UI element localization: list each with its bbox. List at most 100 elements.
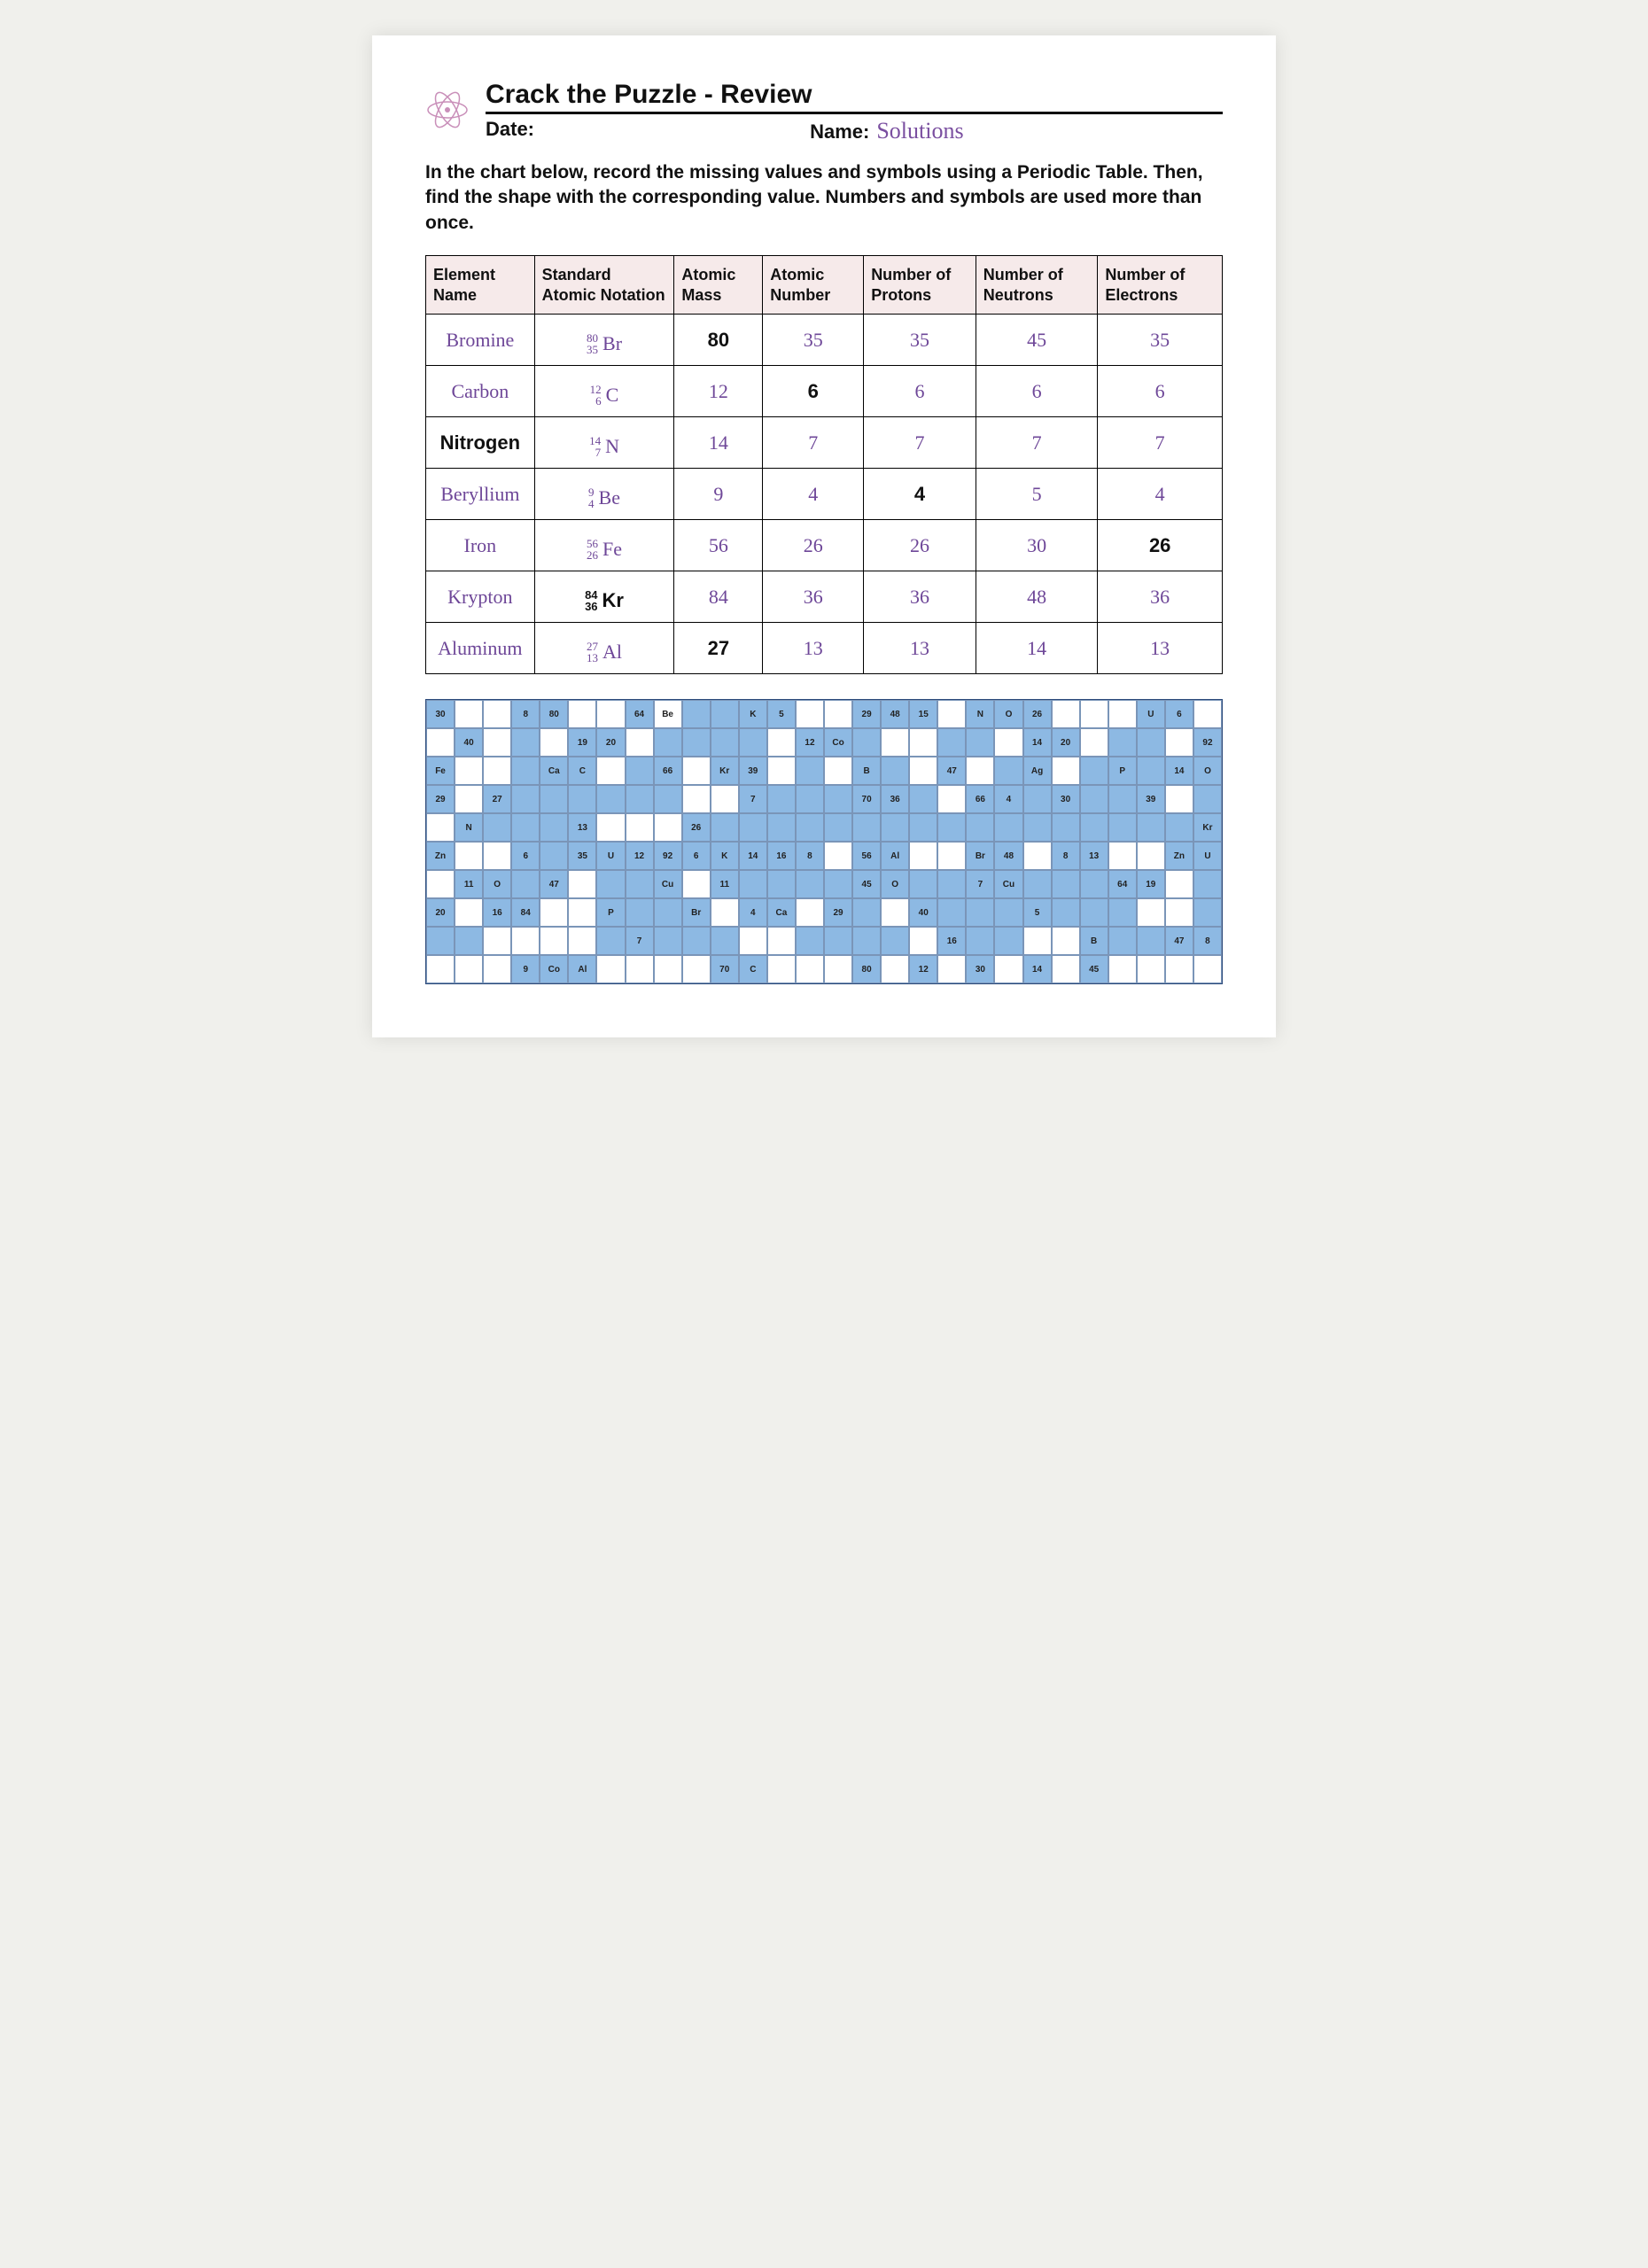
puzzle-cell (796, 757, 824, 785)
puzzle-cell: 20 (1052, 728, 1080, 757)
puzzle-cell (654, 955, 682, 983)
puzzle-cell (796, 955, 824, 983)
puzzle-cell (1165, 728, 1193, 757)
puzzle-cell (483, 757, 511, 785)
puzzle-cell: O (1193, 757, 1222, 785)
puzzle-cell (626, 757, 654, 785)
puzzle-cell: 48 (881, 700, 909, 728)
puzzle-cell (852, 813, 881, 842)
puzzle-cell (1080, 813, 1108, 842)
puzzle-cell (682, 728, 711, 757)
puzzle-cell: 30 (1052, 785, 1080, 813)
puzzle-cell (540, 813, 568, 842)
puzzle-cell: U (1193, 842, 1222, 870)
puzzle-cell (1193, 785, 1222, 813)
puzzle-cell: 92 (1193, 728, 1222, 757)
puzzle-cell: 70 (852, 785, 881, 813)
puzzle-cell (767, 813, 796, 842)
puzzle-cell (1137, 898, 1165, 927)
puzzle-cell (796, 898, 824, 927)
table-cell: 7 (1098, 417, 1223, 469)
puzzle-cell: 29 (426, 785, 455, 813)
puzzle-cell: 11 (455, 870, 483, 898)
table-cell: 48 (976, 571, 1098, 623)
table-cell: Aluminum (426, 623, 535, 674)
puzzle-cell (937, 870, 966, 898)
table-cell: 9 (674, 469, 763, 520)
puzzle-cell: Al (881, 842, 909, 870)
puzzle-cell (824, 813, 852, 842)
puzzle-cell: Fe (426, 757, 455, 785)
puzzle-cell: Cu (994, 870, 1022, 898)
puzzle-cell: 12 (626, 842, 654, 870)
puzzle-cell (1137, 927, 1165, 955)
puzzle-cell: 12 (796, 728, 824, 757)
puzzle-cell (909, 870, 937, 898)
table-cell: 13 (1098, 623, 1223, 674)
puzzle-cell (796, 927, 824, 955)
puzzle-cell (596, 785, 625, 813)
puzzle-cell (1108, 927, 1137, 955)
puzzle-cell: Zn (1165, 842, 1193, 870)
puzzle-cell (626, 870, 654, 898)
table-cell: 2713Al (534, 623, 674, 674)
puzzle-cell (455, 842, 483, 870)
table-row: Iron5626Fe5626263026 (426, 520, 1223, 571)
puzzle-cell: 8 (511, 700, 540, 728)
table-cell: 6 (1098, 366, 1223, 417)
puzzle-cell (881, 898, 909, 927)
puzzle-cell (682, 927, 711, 955)
puzzle-cell: 26 (1023, 700, 1052, 728)
puzzle-cell (1080, 898, 1108, 927)
puzzle-cell (1080, 785, 1108, 813)
puzzle-cell (909, 728, 937, 757)
puzzle-cell (511, 757, 540, 785)
column-header: Number of Protons (864, 256, 976, 315)
puzzle-cell (796, 785, 824, 813)
table-cell: 147N (534, 417, 674, 469)
puzzle-cell (455, 700, 483, 728)
puzzle-cell: 39 (739, 757, 767, 785)
puzzle-cell: 66 (654, 757, 682, 785)
puzzle-cell: 7 (966, 870, 994, 898)
puzzle-grid-container: 3088064BeK5294815NO26U640192012Co142092F… (425, 699, 1223, 984)
puzzle-cell: O (483, 870, 511, 898)
table-cell: 8436Kr (534, 571, 674, 623)
table-cell: 80 (674, 315, 763, 366)
puzzle-cell (596, 700, 625, 728)
puzzle-cell (540, 785, 568, 813)
puzzle-cell (739, 927, 767, 955)
table-cell: 84 (674, 571, 763, 623)
puzzle-cell (881, 728, 909, 757)
puzzle-cell: 20 (426, 898, 455, 927)
table-cell: 126C (534, 366, 674, 417)
puzzle-cell (1137, 813, 1165, 842)
puzzle-cell (824, 842, 852, 870)
puzzle-cell: U (1137, 700, 1165, 728)
puzzle-cell: 16 (483, 898, 511, 927)
puzzle-cell: 20 (596, 728, 625, 757)
puzzle-cell: 15 (909, 700, 937, 728)
table-cell: 5 (976, 469, 1098, 520)
puzzle-cell (937, 728, 966, 757)
worksheet-page: Crack the Puzzle - Review Date: Name: So… (372, 35, 1276, 1037)
puzzle-cell (994, 757, 1022, 785)
table-cell: 26 (864, 520, 976, 571)
puzzle-cell: Cu (654, 870, 682, 898)
puzzle-cell: 56 (852, 842, 881, 870)
puzzle-cell (711, 785, 739, 813)
puzzle-cell (455, 898, 483, 927)
puzzle-cell (540, 842, 568, 870)
table-cell: 7 (976, 417, 1098, 469)
puzzle-cell (711, 813, 739, 842)
page-title: Crack the Puzzle - Review (486, 80, 1223, 114)
puzzle-cell (1080, 870, 1108, 898)
table-cell: 14 (674, 417, 763, 469)
puzzle-cell: 47 (540, 870, 568, 898)
puzzle-cell (1108, 842, 1137, 870)
table-cell: 4 (864, 469, 976, 520)
puzzle-cell (796, 813, 824, 842)
puzzle-cell (711, 898, 739, 927)
table-cell: 7 (763, 417, 864, 469)
puzzle-cell (881, 927, 909, 955)
